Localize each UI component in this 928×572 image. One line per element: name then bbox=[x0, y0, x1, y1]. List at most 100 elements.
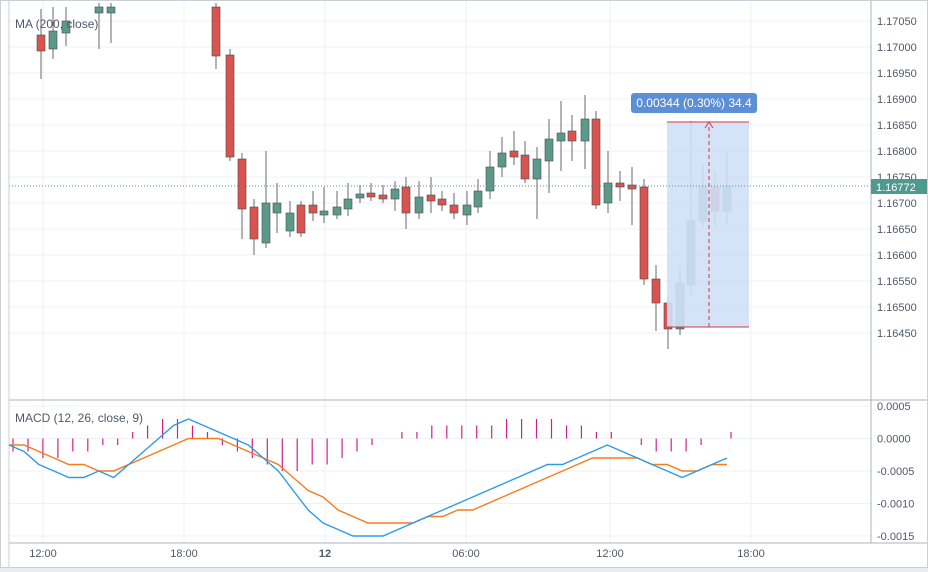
candle-body bbox=[414, 196, 424, 214]
candle[interactable] bbox=[449, 193, 459, 219]
candle-body bbox=[390, 188, 400, 200]
candle[interactable] bbox=[485, 151, 495, 199]
price-tick-label: 1.17050 bbox=[877, 16, 917, 28]
candle[interactable] bbox=[603, 151, 613, 213]
candle-body bbox=[497, 152, 507, 168]
candle[interactable] bbox=[225, 49, 235, 161]
candle[interactable] bbox=[390, 181, 400, 211]
candle-body bbox=[485, 166, 495, 192]
candle[interactable] bbox=[319, 187, 329, 223]
candle[interactable] bbox=[556, 101, 566, 171]
candle[interactable] bbox=[296, 201, 306, 237]
candle[interactable] bbox=[414, 181, 424, 219]
candle-body bbox=[639, 186, 649, 280]
candle-body bbox=[61, 20, 71, 34]
candle[interactable] bbox=[249, 199, 259, 255]
candle[interactable] bbox=[437, 191, 447, 211]
price-tick-label: 1.16550 bbox=[877, 276, 917, 288]
candle[interactable] bbox=[61, 7, 71, 46]
candle[interactable] bbox=[261, 151, 271, 248]
candle[interactable] bbox=[497, 137, 507, 177]
candle[interactable] bbox=[520, 141, 530, 183]
candle[interactable] bbox=[308, 191, 318, 221]
candle-body bbox=[378, 194, 388, 200]
candle[interactable] bbox=[615, 171, 625, 201]
price-tick-label: 1.16900 bbox=[877, 94, 917, 106]
candle[interactable] bbox=[332, 191, 342, 219]
candle[interactable] bbox=[211, 3, 221, 69]
candle-body bbox=[544, 138, 554, 162]
candle[interactable] bbox=[237, 153, 247, 239]
candle[interactable] bbox=[509, 131, 519, 165]
time-tick-label: 12:00 bbox=[29, 548, 57, 560]
measure-label-box bbox=[631, 93, 757, 113]
candle[interactable] bbox=[580, 95, 590, 169]
price-axis[interactable]: 1.17050 1.17000 1.16950 1.16900 1.16850 1.168… bbox=[877, 16, 917, 340]
candle-body bbox=[520, 154, 530, 180]
candle[interactable] bbox=[401, 177, 411, 229]
macd-histogram bbox=[12, 419, 732, 471]
time-tick-label: 06:00 bbox=[452, 548, 480, 560]
candle-body bbox=[366, 192, 376, 198]
time-tick-label: 12 bbox=[319, 548, 331, 560]
candle[interactable] bbox=[106, 3, 116, 43]
candle[interactable] bbox=[544, 119, 554, 193]
price-range-measure[interactable]: 0.00344 (0.30%) 34.4 bbox=[631, 93, 757, 328]
candle-body bbox=[308, 204, 318, 214]
candle[interactable] bbox=[462, 191, 472, 225]
price-tick-label: 1.16650 bbox=[877, 224, 917, 236]
macd-axis[interactable]: 0.0005 0.0000 -0.0005 -0.0010 -0.0015 bbox=[877, 401, 914, 543]
candle[interactable] bbox=[627, 167, 637, 225]
candle-body bbox=[211, 6, 221, 57]
candle-body bbox=[437, 198, 447, 206]
candle[interactable] bbox=[94, 3, 104, 49]
last-price-badge: 1.16772 bbox=[871, 179, 927, 194]
price-tick-label: 1.17000 bbox=[877, 42, 917, 54]
candle[interactable] bbox=[48, 7, 58, 59]
candle-body bbox=[343, 198, 353, 210]
time-tick-label: 18:00 bbox=[170, 548, 198, 560]
macd-tick-label: -0.0010 bbox=[877, 499, 914, 511]
macd-tick-label: -0.0015 bbox=[877, 531, 914, 543]
macd-indicator-label[interactable]: MACD (12, 26, close, 9) bbox=[15, 411, 143, 425]
candle-body bbox=[651, 278, 661, 304]
price-tick-label: 1.16600 bbox=[877, 250, 917, 262]
time-axis[interactable]: 12:00 18:00 12 06:00 12:00 18:00 bbox=[29, 548, 765, 560]
candle-body bbox=[615, 182, 625, 188]
macd-pane[interactable]: MACD (12, 26, close, 9) bbox=[8, 411, 732, 537]
candle[interactable] bbox=[426, 177, 436, 213]
candle[interactable] bbox=[272, 183, 282, 233]
candle-body bbox=[462, 204, 472, 216]
candle[interactable] bbox=[343, 183, 353, 216]
candle-body bbox=[355, 193, 365, 199]
candle[interactable] bbox=[285, 201, 295, 237]
candle-body bbox=[567, 130, 577, 142]
measure-rect[interactable] bbox=[667, 122, 749, 327]
candle[interactable] bbox=[473, 179, 483, 213]
candle-body bbox=[627, 184, 637, 190]
candle-body bbox=[237, 158, 247, 210]
candle-body bbox=[319, 210, 329, 216]
candle[interactable] bbox=[532, 147, 542, 219]
candle[interactable] bbox=[366, 183, 376, 201]
candle[interactable] bbox=[651, 265, 661, 331]
price-tick-label: 1.16450 bbox=[877, 328, 917, 340]
candle[interactable] bbox=[36, 9, 46, 79]
macd-tick-label: 0.0005 bbox=[877, 401, 911, 413]
candle-body bbox=[249, 206, 259, 240]
candle[interactable] bbox=[378, 185, 388, 203]
candle-body bbox=[509, 150, 519, 158]
candle[interactable] bbox=[639, 179, 649, 285]
price-tick-label: 1.16850 bbox=[877, 120, 917, 132]
candles-group bbox=[36, 3, 732, 349]
measure-arrow-head-icon bbox=[704, 121, 714, 129]
ma-indicator-label[interactable]: MA (200, close) bbox=[15, 17, 98, 31]
candle-body bbox=[261, 202, 271, 244]
candle[interactable] bbox=[567, 115, 577, 161]
candle-body bbox=[296, 204, 306, 234]
price-pane[interactable]: 0.00344 (0.30%) 34.4 MA (200, close) bbox=[9, 3, 871, 349]
candle[interactable] bbox=[591, 111, 601, 209]
candle[interactable] bbox=[355, 185, 365, 203]
